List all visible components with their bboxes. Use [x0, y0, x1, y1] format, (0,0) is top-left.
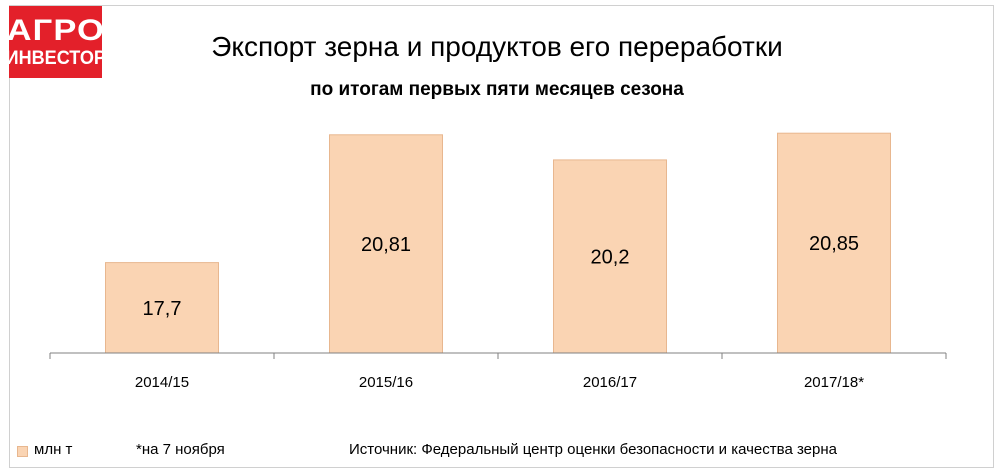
- bar-0: [105, 262, 219, 354]
- chart-frame: [9, 5, 994, 468]
- legend-label: млн т: [34, 441, 73, 458]
- data-label-3: 20,85: [809, 233, 859, 255]
- chart-title: Экспорт зерна и продуктов его переработк…: [0, 31, 1006, 63]
- x-tick-label-2: 2016/17: [583, 374, 637, 391]
- agroinvestor-logo: АГРО ИНВЕСТОР: [5, 6, 106, 78]
- x-tick-label-1: 2015/16: [359, 374, 413, 391]
- x-tick-label-0: 2014/15: [135, 374, 189, 391]
- logo-line-1: АГРО: [6, 14, 105, 47]
- logo-line-2: ИНВЕСТОР: [5, 48, 106, 69]
- chart-subtitle: по итогам первых пяти месяцев сезона: [0, 79, 1006, 101]
- x-tick-label-3: 2017/18*: [804, 374, 864, 391]
- bar-2: [553, 159, 667, 354]
- bar-3: [777, 132, 891, 354]
- source-note: Источник: Федеральный центр оценки безоп…: [349, 441, 837, 458]
- chart-title-text: Экспорт зерна и продуктов его переработк…: [211, 31, 783, 62]
- data-label-0: 17,7: [143, 298, 182, 320]
- chart-subtitle-text: по итогам первых пяти месяцев сезона: [310, 79, 684, 100]
- legend-swatch: [17, 446, 28, 457]
- bar-1: [329, 134, 443, 354]
- footnote: *на 7 ноября: [136, 441, 225, 458]
- data-label-1: 20,81: [361, 234, 411, 256]
- data-label-2: 20,2: [591, 246, 630, 268]
